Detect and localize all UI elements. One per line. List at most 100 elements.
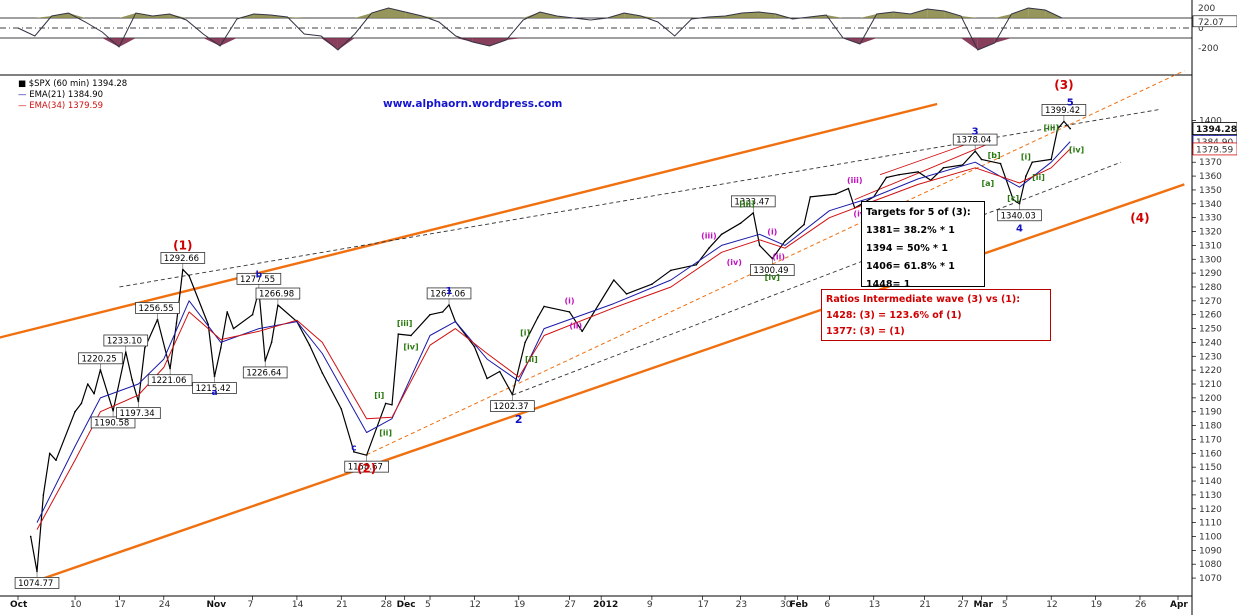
price-label-box: [1041, 104, 1087, 116]
price-label: 1399.42: [1045, 106, 1080, 116]
wave-label: [iv]: [1069, 146, 1084, 155]
y-tick-label: 1220: [1199, 366, 1222, 376]
website-watermark: www.alphaorn.wordpress.com: [383, 98, 563, 110]
x-tick-label: 19: [1091, 600, 1103, 610]
y-tick-label: 1090: [1199, 546, 1222, 556]
price-label: 1074.77: [18, 579, 53, 589]
wave-label: [i]: [1021, 152, 1031, 161]
osc-fill-positive: [354, 13, 372, 18]
price-label-box: [997, 209, 1042, 222]
osc-fill-negative: [102, 38, 120, 47]
last-value-label: 1379.59: [1196, 145, 1233, 155]
wave-label: [iii]: [739, 200, 755, 209]
osc-fill-positive: [119, 13, 136, 18]
wave-label: [iii]: [397, 319, 413, 328]
y-tick-label: 1260: [1199, 311, 1222, 321]
price-point: [568, 311, 571, 313]
price-label: 1277.55: [240, 275, 275, 285]
osc-fill-positive: [893, 12, 911, 18]
price-point: [524, 341, 526, 344]
grid: [0, 0, 1193, 615]
legend-symbol: ■ $SPX (60 min) 1394.28: [18, 79, 128, 89]
y-tick-label: 1120: [1199, 505, 1222, 515]
osc-fill-negative: [859, 38, 877, 44]
ratios-box: Ratios Intermediate wave (3) vs (1): 142…: [821, 289, 1051, 341]
y-tick-label: 1110: [1199, 519, 1222, 529]
y-tick-label: 1400: [1199, 117, 1222, 127]
y-tick-label: 1100: [1199, 532, 1222, 542]
price-point: [581, 330, 583, 333]
price-point: [74, 410, 76, 413]
price-point: [48, 452, 51, 455]
wave-label: (2): [357, 462, 376, 476]
y-tick-label: 1300: [1199, 255, 1222, 265]
price-point: [42, 494, 45, 496]
price-label-box: [135, 302, 180, 314]
price-point: [321, 372, 324, 374]
wave-label: a: [211, 388, 217, 398]
price-point: [232, 327, 235, 330]
legend-ema21: — EMA(21) 1384.90: [18, 90, 104, 100]
target-line: 1381= 38.2% * 1: [866, 225, 955, 236]
wave-label: [c]: [1007, 194, 1019, 203]
targets-title: Targets for 5 of (3):: [866, 207, 971, 218]
price-label-box: [14, 577, 60, 589]
wave-label: [iv]: [403, 342, 418, 351]
price-point: [917, 171, 919, 173]
last-price-tags: 1394.281384.901379.59: [1192, 122, 1237, 155]
price-point: [980, 158, 983, 161]
price-label-box: [344, 460, 389, 473]
wave-label: [i]: [374, 391, 384, 400]
price-label-box: [490, 400, 535, 412]
y-tick-label: 1160: [1199, 449, 1222, 459]
price-point: [803, 223, 805, 226]
y-tick-label: 1320: [1199, 228, 1222, 238]
trendline-channel_dash: [366, 70, 1185, 456]
wave-label: 1: [446, 286, 453, 297]
x-tick-label: 14: [292, 600, 304, 610]
price-point: [1056, 128, 1059, 130]
price-point: [473, 345, 476, 348]
wave-label: 5: [1067, 97, 1074, 108]
y-tick-label: 1280: [1199, 283, 1222, 293]
x-tick-label: 21: [919, 600, 930, 610]
wave-label: [ii]: [525, 355, 538, 364]
target-line: 1394 = 50% * 1: [866, 243, 948, 254]
price-point: [536, 316, 539, 319]
ratio-line: 1428: (3) = 123.6% of (1): [826, 310, 962, 321]
price-label-box: [426, 287, 472, 300]
x-tick-label: 12: [1046, 600, 1057, 610]
x-tick-label: 12: [469, 600, 480, 610]
y-tick-label: 1310: [1199, 241, 1222, 251]
price-point: [391, 403, 393, 406]
price-label-box: [952, 133, 998, 146]
y-axis: 1070 1080 1090 1100 1110 1120 1130 1140 1150 1160…: [1192, 117, 1222, 584]
ratios-title: Ratios Intermediate wave (3) vs (1):: [826, 294, 1021, 305]
osc-fill-negative: [472, 38, 490, 46]
price-label: 1333.47: [734, 197, 769, 207]
wave-label: b: [256, 270, 263, 280]
osc-fill-negative: [506, 38, 524, 40]
x-tick-label: Dec: [397, 600, 416, 610]
price-point: [93, 392, 95, 395]
price-point: [809, 196, 812, 198]
price-point: [1025, 175, 1027, 177]
price-label-box: [116, 407, 161, 419]
price-point: [55, 459, 57, 462]
price-point: [429, 313, 431, 316]
price-point: [410, 334, 412, 337]
price-label-box: [255, 287, 301, 300]
price-label-box: [78, 352, 123, 365]
price-label: 1292.66: [164, 254, 199, 264]
wave-label: [ii]: [379, 428, 392, 437]
price-label-box: [90, 416, 136, 429]
osc-tick-label: -200: [1198, 44, 1219, 54]
osc-fill-positive: [68, 13, 86, 18]
y-tick-label: 1340: [1199, 200, 1222, 210]
osc-fill-positive: [388, 8, 406, 18]
wave-label: [ii]: [1032, 173, 1045, 182]
price-point: [739, 222, 742, 225]
y-tick-label: 1070: [1199, 574, 1222, 584]
x-tick-label: 23: [736, 600, 747, 610]
price-point: [720, 233, 723, 236]
